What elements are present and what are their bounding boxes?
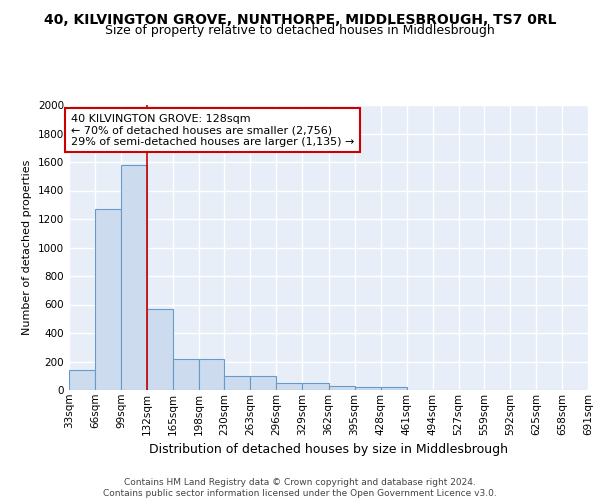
Bar	[224, 376, 250, 390]
Bar	[355, 387, 380, 390]
Y-axis label: Number of detached properties: Number of detached properties	[22, 160, 32, 335]
Bar	[69, 370, 95, 390]
Bar	[302, 383, 329, 390]
Bar	[173, 358, 199, 390]
Bar	[250, 376, 277, 390]
X-axis label: Distribution of detached houses by size in Middlesbrough: Distribution of detached houses by size …	[149, 443, 508, 456]
Bar	[380, 387, 407, 390]
Bar	[329, 386, 355, 390]
Text: 40, KILVINGTON GROVE, NUNTHORPE, MIDDLESBROUGH, TS7 0RL: 40, KILVINGTON GROVE, NUNTHORPE, MIDDLES…	[44, 12, 556, 26]
Bar	[147, 309, 173, 390]
Bar	[121, 165, 147, 390]
Text: Contains HM Land Registry data © Crown copyright and database right 2024.
Contai: Contains HM Land Registry data © Crown c…	[103, 478, 497, 498]
Bar	[277, 383, 302, 390]
Bar	[95, 209, 121, 390]
Bar	[199, 360, 224, 390]
Text: 40 KILVINGTON GROVE: 128sqm
← 70% of detached houses are smaller (2,756)
29% of : 40 KILVINGTON GROVE: 128sqm ← 70% of det…	[71, 114, 354, 147]
Text: Size of property relative to detached houses in Middlesbrough: Size of property relative to detached ho…	[105, 24, 495, 37]
